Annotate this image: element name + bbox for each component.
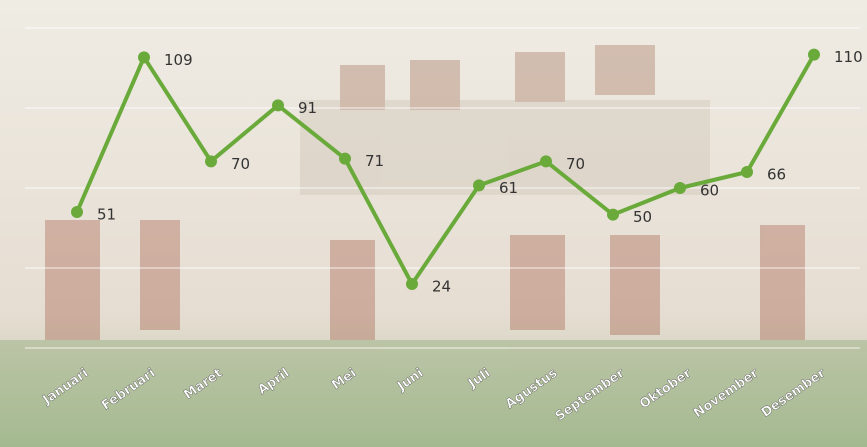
data-point	[808, 48, 820, 61]
data-point	[205, 155, 217, 168]
data-label: 109	[164, 51, 193, 69]
data-point	[674, 182, 686, 194]
data-point	[272, 99, 284, 112]
data-label: 61	[499, 179, 518, 197]
data-label: 70	[566, 155, 585, 173]
data-point	[406, 278, 418, 290]
data-label: 91	[298, 99, 317, 117]
data-label: 110	[834, 48, 863, 66]
data-point	[607, 208, 619, 221]
data-label: 70	[231, 155, 250, 173]
data-point	[741, 166, 753, 178]
building-backdrop	[0, 45, 867, 447]
data-point	[71, 206, 83, 218]
data-point	[473, 179, 485, 192]
data-label: 66	[767, 166, 786, 184]
data-line	[75, 53, 816, 286]
data-point	[540, 155, 552, 168]
data-label: 50	[633, 208, 652, 226]
data-point	[138, 51, 150, 64]
data-point	[339, 152, 351, 165]
data-label: 51	[97, 206, 116, 224]
data-label: 71	[365, 152, 384, 170]
data-label: 24	[432, 278, 451, 296]
data-label: 60	[700, 182, 719, 200]
